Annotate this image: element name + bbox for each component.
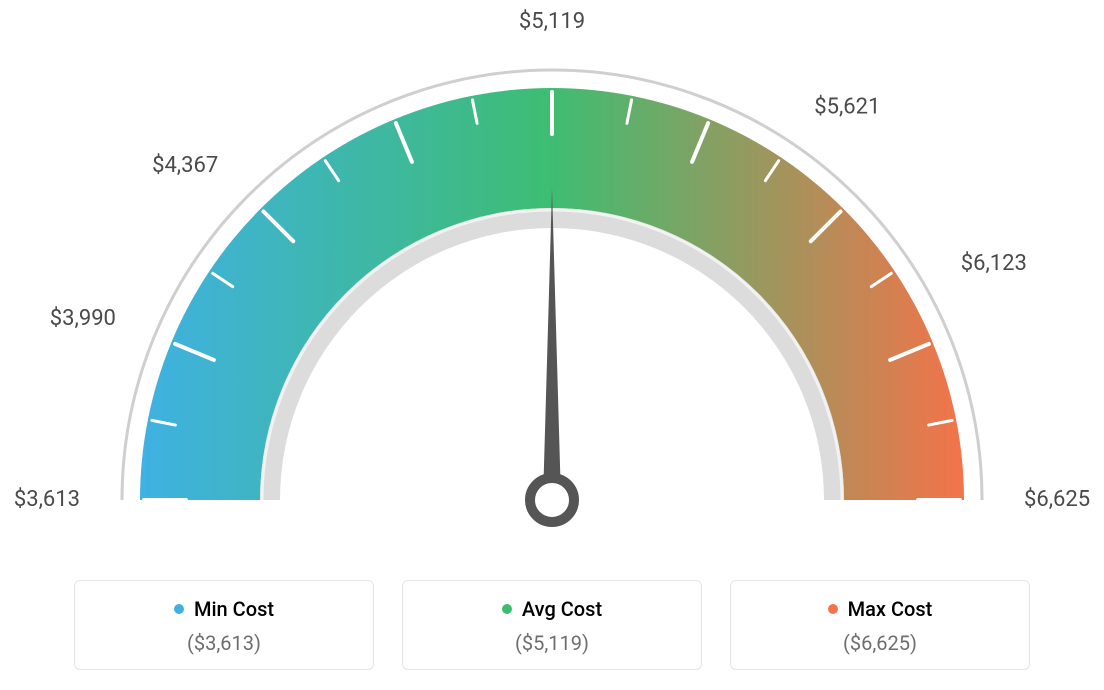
legend-max-value: ($6,625) <box>743 631 1017 655</box>
gauge-needle-base <box>530 478 574 522</box>
scale-label: $5,119 <box>519 9 585 34</box>
legend-avg-value: ($5,119) <box>415 631 689 655</box>
legend-avg-label: Avg Cost <box>502 597 602 621</box>
scale-label: $3,613 <box>14 487 80 512</box>
scale-label: $4,367 <box>152 153 218 178</box>
legend-row: Min Cost ($3,613) Avg Cost ($5,119) Max … <box>0 580 1104 670</box>
legend-max-label: Max Cost <box>828 597 933 621</box>
cost-gauge: $3,613 $4,367 $5,119 $6,625 $3,990 $5,621 $6,1… <box>0 0 1104 560</box>
scale-label: $3,990 <box>50 306 116 331</box>
legend-card-avg: Avg Cost ($5,119) <box>402 580 702 670</box>
gauge-needle <box>543 188 561 500</box>
legend-card-max: Max Cost ($6,625) <box>730 580 1030 670</box>
scale-label: $6,123 <box>961 251 1027 276</box>
legend-min-value: ($3,613) <box>87 631 361 655</box>
scale-label: $6,625 <box>1024 487 1090 512</box>
scale-label: $5,621 <box>814 94 880 119</box>
legend-card-min: Min Cost ($3,613) <box>74 580 374 670</box>
legend-min-label: Min Cost <box>174 597 274 621</box>
